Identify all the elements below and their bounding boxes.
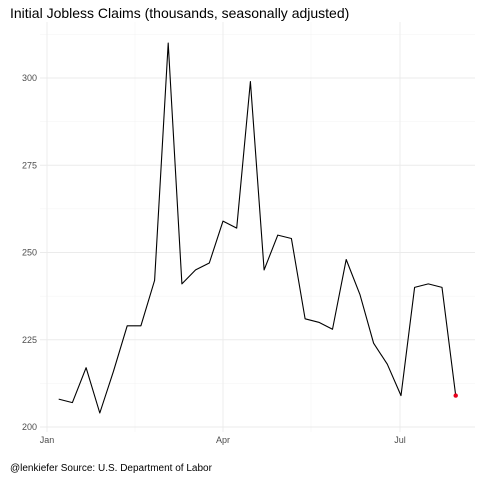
x-tick-label: Jan: [40, 435, 55, 445]
x-tick-label: Jul: [394, 435, 406, 445]
x-tick-label: Apr: [216, 435, 230, 445]
y-tick-label: 200: [22, 422, 37, 432]
series-line: [58, 42, 457, 414]
chart-title: Initial Jobless Claims (thousands, seaso…: [10, 5, 350, 21]
last-point-marker: [453, 393, 458, 398]
y-tick-label: 225: [22, 335, 37, 345]
y-tick-label: 300: [22, 73, 37, 83]
chart-caption: @lenkiefer Source: U.S. Department of La…: [10, 463, 212, 474]
y-tick-label: 275: [22, 160, 37, 170]
y-tick-label: 250: [22, 248, 37, 258]
